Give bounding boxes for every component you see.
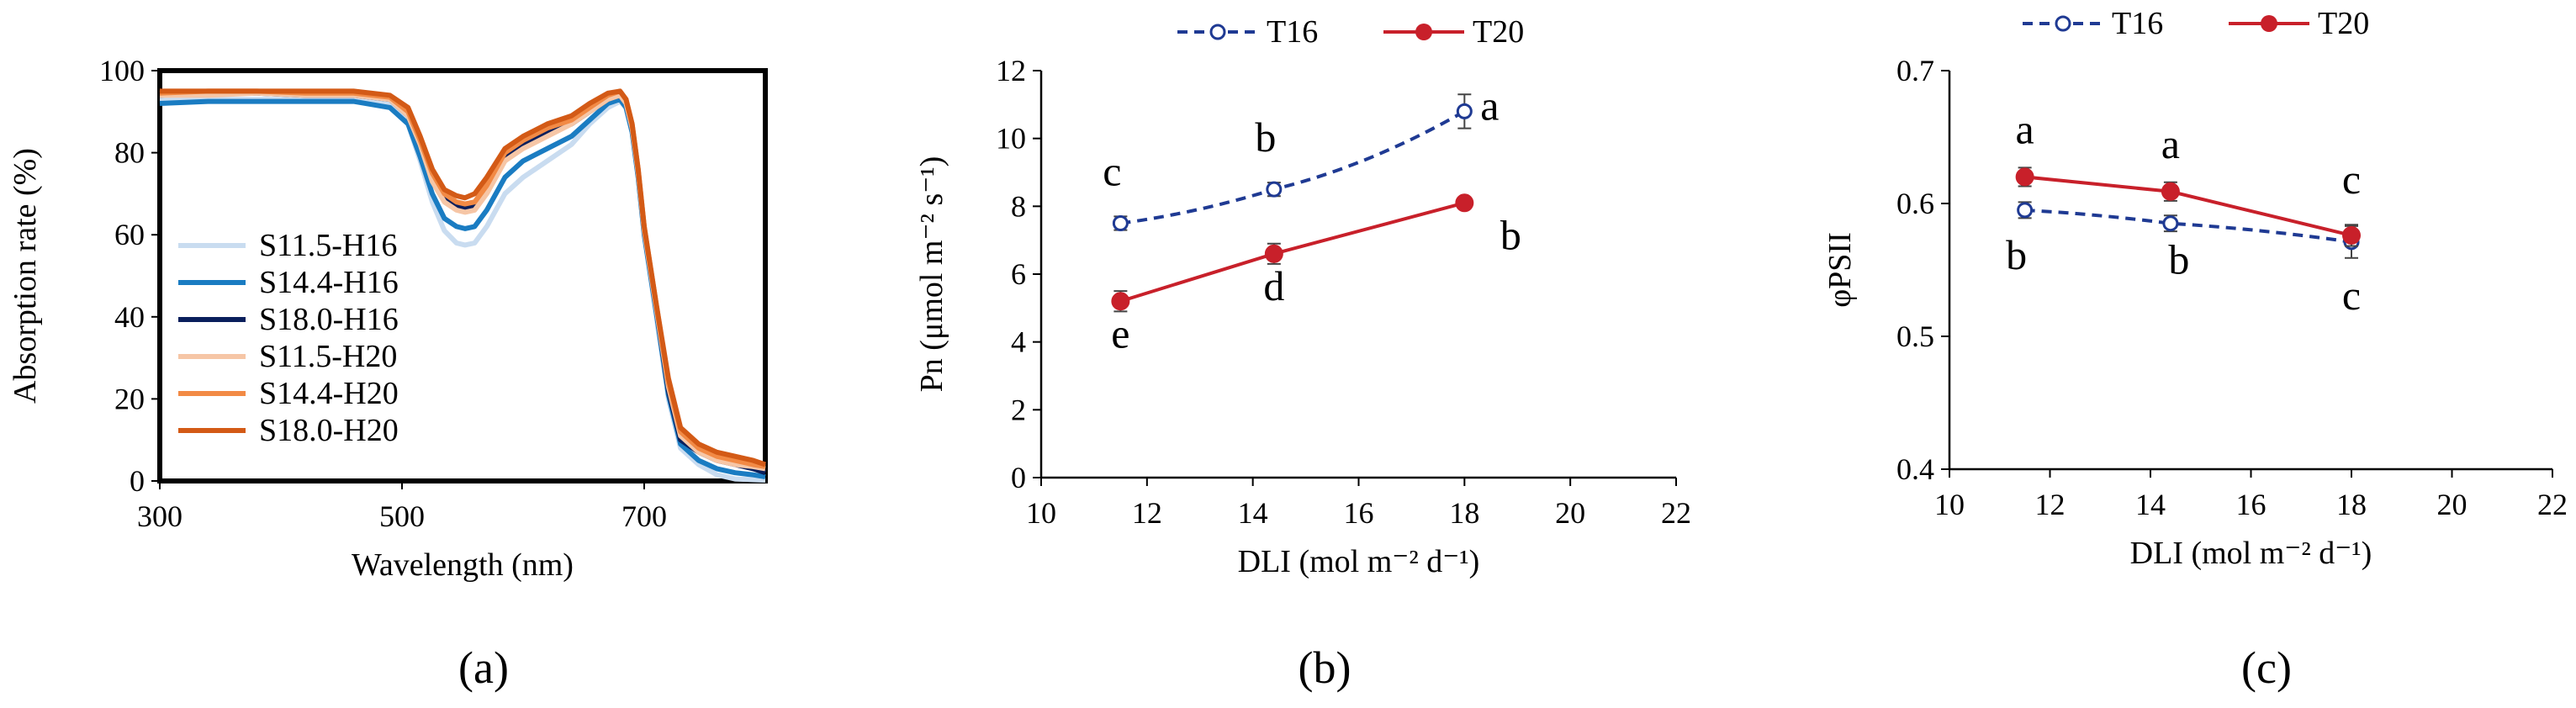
x-tick-label: 10 bbox=[1934, 488, 1965, 521]
x-tick-label: 20 bbox=[1555, 496, 1585, 530]
significance-letter: b bbox=[1500, 211, 1521, 258]
significance-letter: d bbox=[1263, 262, 1284, 309]
x-tick-label: 18 bbox=[2336, 488, 2367, 521]
x-tick-label: 10 bbox=[1026, 496, 1056, 530]
series-line-T16 bbox=[2024, 208, 2352, 244]
data-point-T20 bbox=[1455, 193, 1474, 213]
y-axis-title: Absorption rate (%) bbox=[8, 148, 43, 404]
x-tick-label: 14 bbox=[1238, 496, 1268, 530]
y-tick-label: 0.6 bbox=[1896, 187, 1934, 220]
legend-label: S18.0-H20 bbox=[259, 413, 399, 448]
panel-label: (c) bbox=[2241, 642, 2292, 693]
significance-letter: a bbox=[2016, 105, 2034, 152]
data-point-T20 bbox=[2342, 225, 2361, 245]
series-line-T20 bbox=[1119, 201, 1465, 304]
significance-letter: b bbox=[2168, 236, 2189, 283]
data-point-T16 bbox=[2017, 202, 2034, 219]
legend-label: T20 bbox=[1473, 14, 1524, 50]
legend-marker-T20 bbox=[1415, 24, 1432, 40]
y-tick-label: 4 bbox=[1011, 325, 1026, 359]
y-tick-label: 0 bbox=[1011, 461, 1026, 494]
series-line-T20 bbox=[2024, 175, 2352, 237]
data-point-T16 bbox=[1266, 181, 1283, 198]
significance-letter: a bbox=[1480, 82, 1499, 129]
data-point-T20 bbox=[2015, 167, 2034, 187]
data-point-T20 bbox=[2161, 182, 2180, 201]
y-tick-label: 8 bbox=[1011, 189, 1026, 223]
x-tick-label: 16 bbox=[1344, 496, 1374, 530]
y-tick-label: 0.7 bbox=[1896, 54, 1934, 87]
legend-marker-T20 bbox=[2261, 15, 2277, 32]
x-tick-label: 16 bbox=[2236, 488, 2267, 521]
plot-frame bbox=[157, 68, 768, 483]
legend-label: T16 bbox=[2112, 6, 2163, 41]
data-point-T16 bbox=[1456, 103, 1473, 119]
y-tick-label: 20 bbox=[114, 382, 145, 415]
y-tick-label: 100 bbox=[99, 54, 145, 87]
y-tick-label: 0 bbox=[130, 464, 145, 498]
y-axis-title: φPSII bbox=[1822, 232, 1858, 308]
significance-letter: e bbox=[1111, 309, 1129, 357]
y-tick-label: 0.5 bbox=[1896, 320, 1934, 353]
x-tick-label: 18 bbox=[1449, 496, 1479, 530]
y-tick-label: 10 bbox=[996, 122, 1026, 156]
y-axis-title: Pn (μmol m⁻² s⁻¹) bbox=[914, 156, 949, 393]
y-tick-label: 0.4 bbox=[1896, 452, 1934, 486]
legend-label: T20 bbox=[2318, 6, 2369, 41]
x-axis-title: DLI (mol m⁻² d⁻¹) bbox=[1238, 544, 1480, 579]
x-tick-label: 500 bbox=[379, 499, 425, 533]
x-tick-label: 300 bbox=[137, 499, 182, 533]
series-line-T16 bbox=[1120, 109, 1466, 225]
y-tick-label: 6 bbox=[1011, 257, 1026, 291]
legend-label: S11.5-H20 bbox=[259, 339, 397, 374]
panel-label: (b) bbox=[1299, 642, 1351, 693]
data-point-T20 bbox=[1264, 244, 1283, 263]
legend-label: S14.4-H16 bbox=[259, 265, 399, 300]
data-point-T20 bbox=[1111, 292, 1130, 311]
significance-letter: a bbox=[2161, 120, 2180, 167]
y-tick-label: 40 bbox=[114, 300, 145, 334]
y-tick-label: 2 bbox=[1011, 393, 1026, 426]
x-tick-label: 700 bbox=[622, 499, 667, 533]
significance-letter: c bbox=[2342, 156, 2361, 203]
legend-label: S11.5-H16 bbox=[259, 228, 397, 263]
x-tick-label: 14 bbox=[2135, 488, 2166, 521]
data-point-T16 bbox=[2162, 215, 2179, 232]
legend-marker-T16 bbox=[2055, 15, 2071, 32]
x-tick-label: 22 bbox=[1661, 496, 1691, 530]
legend-label: T16 bbox=[1267, 14, 1318, 50]
panel-b-pn-chart: 0 2 4 6 8 10 12 10 12 14 16 18 20 22 DLI (mol m⁻² d⁻¹)… bbox=[914, 14, 1691, 693]
legend-label: S14.4-H20 bbox=[259, 376, 399, 411]
y-tick-label: 80 bbox=[114, 136, 145, 170]
series-line-S18.0-H20 bbox=[160, 88, 766, 468]
significance-letter: b bbox=[2006, 231, 2027, 278]
panel-label: (a) bbox=[458, 642, 509, 693]
significance-letter: c bbox=[1103, 148, 1121, 195]
y-tick-label: 60 bbox=[114, 218, 145, 251]
significance-letter: c bbox=[2342, 272, 2361, 319]
x-tick-label: 12 bbox=[1132, 496, 1162, 530]
legend-label: S18.0-H16 bbox=[259, 302, 399, 337]
x-tick-label: 12 bbox=[2035, 488, 2066, 521]
panel-c-phipsii-chart: 0.4 0.5 0.6 0.7 10 12 14 16 18 20 22 DLI (mol m⁻² d… bbox=[1822, 6, 2568, 693]
x-axis-title: DLI (mol m⁻² d⁻¹) bbox=[2130, 536, 2372, 571]
significance-letter: b bbox=[1255, 114, 1276, 161]
x-tick-label: 22 bbox=[2537, 488, 2568, 521]
panel-a-spectra-chart: 0 20 40 60 80 100 300 500 700 Wavelength (nm) Abso… bbox=[8, 54, 768, 693]
data-point-T16 bbox=[1112, 215, 1129, 231]
y-tick-label: 12 bbox=[996, 54, 1026, 87]
legend-marker-T16 bbox=[1209, 24, 1226, 40]
x-tick-label: 20 bbox=[2437, 488, 2468, 521]
x-axis-title: Wavelength (nm) bbox=[352, 547, 574, 583]
